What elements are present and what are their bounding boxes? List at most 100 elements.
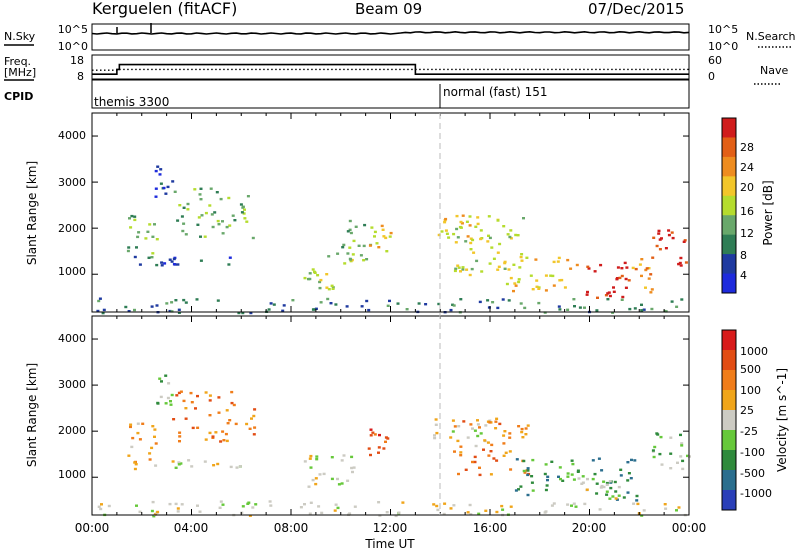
heatmap-cell bbox=[312, 308, 316, 311]
power-ytick-2000: 2000 bbox=[58, 222, 86, 235]
velocity-ytick-2000: 2000 bbox=[58, 424, 86, 437]
heatmap-cell bbox=[154, 195, 158, 198]
heatmap-cell bbox=[476, 423, 480, 426]
heatmap-cell bbox=[595, 492, 599, 495]
freq-label-line1: Freq. bbox=[4, 55, 31, 68]
heatmap-cell bbox=[252, 433, 256, 436]
heatmap-cell bbox=[509, 237, 513, 240]
power-colorbar bbox=[722, 118, 736, 294]
heatmap-cell bbox=[196, 504, 199, 507]
heatmap-cell bbox=[182, 298, 186, 302]
heatmap-cell bbox=[226, 422, 230, 425]
heatmap-cell bbox=[626, 479, 630, 482]
heatmap-cell bbox=[151, 235, 155, 238]
heatmap-cell bbox=[618, 276, 622, 280]
heatmap-cell bbox=[572, 502, 576, 505]
heatmap-cell bbox=[168, 309, 172, 313]
heatmap-cell bbox=[585, 293, 589, 296]
heatmap-cell bbox=[348, 219, 352, 223]
heatmap-cell bbox=[517, 280, 521, 284]
heatmap-cell bbox=[249, 311, 253, 315]
heatmap-cell bbox=[657, 229, 661, 233]
heatmap-cell bbox=[349, 231, 353, 235]
heatmap-cell bbox=[228, 419, 232, 422]
heatmap-cell bbox=[559, 477, 562, 481]
heatmap-cell bbox=[124, 305, 128, 309]
heatmap-cell bbox=[156, 510, 160, 514]
heatmap-cell bbox=[681, 467, 685, 471]
heatmap-cell bbox=[225, 409, 229, 412]
heatmap-cell bbox=[219, 197, 223, 201]
heatmap-cell bbox=[172, 263, 176, 266]
heatmap-cell bbox=[495, 510, 499, 514]
heatmap-cell bbox=[363, 223, 367, 227]
heatmap-cell bbox=[658, 452, 662, 456]
heatmap-cell bbox=[198, 193, 202, 196]
heatmap-cell bbox=[235, 466, 239, 469]
heatmap-cell bbox=[669, 436, 673, 439]
cpid-label: CPID bbox=[4, 90, 33, 103]
heatmap-cell bbox=[330, 284, 334, 287]
heatmap-cell bbox=[177, 311, 181, 314]
heatmap-cell bbox=[679, 455, 683, 458]
heatmap-cell bbox=[401, 501, 405, 504]
heatmap-cell bbox=[655, 244, 659, 248]
heatmap-cell bbox=[640, 274, 643, 278]
heatmap-cell bbox=[621, 295, 625, 299]
heatmap-cell bbox=[178, 435, 182, 438]
heatmap-cell bbox=[656, 433, 660, 436]
heatmap-cell bbox=[191, 426, 195, 430]
heatmap-cell bbox=[502, 225, 506, 228]
heatmap-cell bbox=[129, 226, 133, 229]
heatmap-cell bbox=[578, 306, 582, 309]
heatmap-cell bbox=[522, 469, 526, 473]
heatmap-cell bbox=[558, 279, 562, 282]
heatmap-cell bbox=[389, 231, 393, 235]
heatmap-cell bbox=[342, 454, 346, 457]
heatmap-cell bbox=[153, 428, 157, 431]
heatmap-cell bbox=[357, 244, 361, 247]
heatmap-cell bbox=[449, 507, 453, 510]
heatmap-cell bbox=[434, 423, 438, 426]
heatmap-cell bbox=[524, 433, 528, 436]
heatmap-cell bbox=[516, 234, 520, 237]
heatmap-cell bbox=[576, 469, 580, 472]
heatmap-cell bbox=[133, 218, 137, 222]
heatmap-cell bbox=[489, 473, 493, 476]
heatmap-cell bbox=[460, 222, 464, 225]
heatmap-cell bbox=[479, 237, 483, 241]
heatmap-cell bbox=[679, 433, 682, 437]
heatmap-cell bbox=[369, 434, 373, 437]
x-axis: 00:00 04:00 08:00 12:00 16:00 20:00 00:0… bbox=[75, 521, 707, 551]
heatmap-cell bbox=[606, 292, 610, 295]
heatmap-cell bbox=[520, 430, 524, 434]
heatmap-cell bbox=[351, 253, 355, 256]
heatmap-cell bbox=[613, 480, 617, 484]
heatmap-cell bbox=[498, 242, 502, 246]
heatmap-cell bbox=[502, 442, 506, 445]
heatmap-cell bbox=[595, 309, 599, 312]
heatmap-cell bbox=[619, 474, 623, 477]
heatmap-cell bbox=[221, 430, 225, 433]
heatmap-cell bbox=[447, 236, 451, 239]
velocity-heatmap bbox=[97, 374, 691, 518]
heatmap-cell bbox=[506, 233, 510, 236]
heatmap-cell bbox=[225, 439, 229, 443]
heatmap-cell bbox=[178, 440, 181, 443]
heatmap-cell bbox=[608, 480, 612, 483]
heatmap-cell bbox=[365, 258, 369, 261]
heatmap-cell bbox=[517, 425, 521, 428]
heatmap-cell bbox=[667, 233, 671, 237]
heatmap-cell bbox=[137, 231, 141, 234]
heatmap-cell bbox=[367, 308, 371, 312]
heatmap-cell bbox=[160, 380, 163, 383]
heatmap-cell bbox=[600, 469, 604, 472]
heatmap-cell bbox=[342, 243, 346, 247]
colorbar-swatch bbox=[722, 490, 736, 511]
nsearch-tick-top: 10^5 bbox=[708, 23, 738, 36]
heatmap-cell bbox=[179, 390, 183, 393]
heatmap-cell bbox=[503, 261, 507, 265]
heatmap-cell bbox=[170, 393, 174, 397]
heatmap-cell bbox=[677, 262, 681, 266]
heatmap-cell bbox=[586, 477, 589, 481]
